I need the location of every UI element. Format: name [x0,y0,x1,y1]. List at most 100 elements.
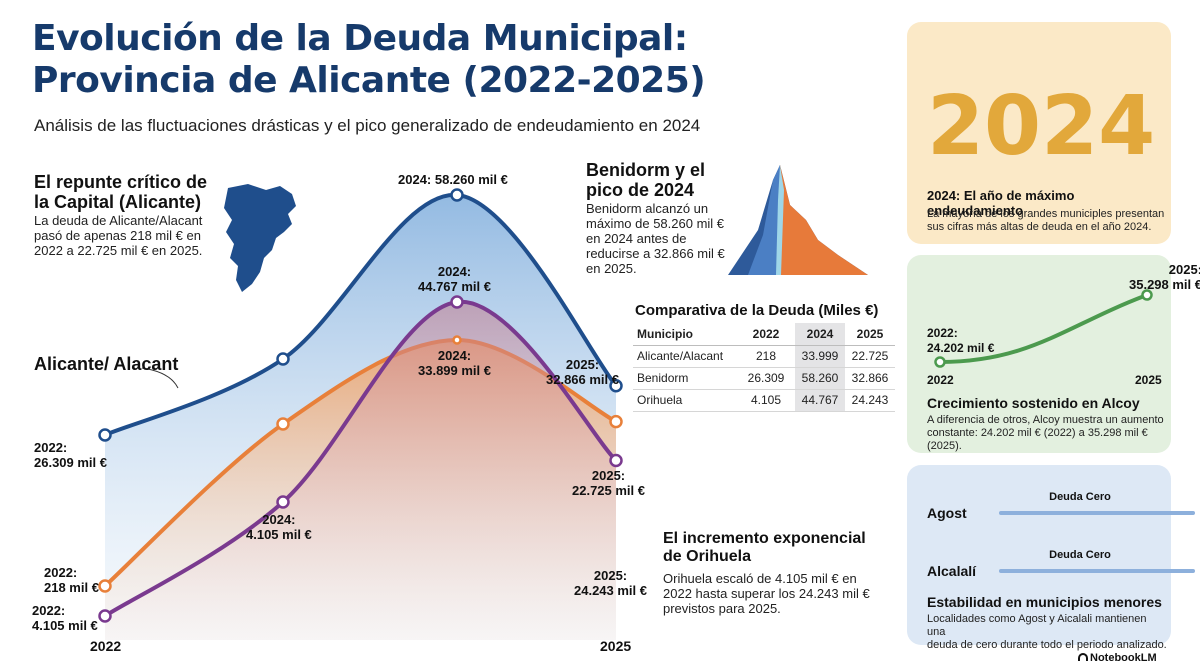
table-header-row: Municipio 2022 2024 2025 [633,323,895,346]
table-header-cell: Municipio [633,323,737,346]
alcoy-label-2025-year: 2025: [1168,262,1200,277]
data-label-b2025: 2025: 22.725 mil € [572,468,645,498]
zero-debt-panel: Agost Deuda Cero Alcalalí Deuda Cero Est… [907,465,1195,651]
table-cell: Alicante/Alacant [633,345,737,368]
data-label-b2024-year: 2024: [437,348,472,363]
alcoy-series-line [939,293,1148,364]
alcoy-label-2022: 2022: 24.202 mil € [927,326,994,356]
capital-body-line-2: pasó de apenas 218 mil € en [34,228,201,243]
data-label-o2023-value: 4.105 mil € [246,527,312,542]
zero-debt-row-agost: Agost Deuda Cero [927,491,1195,527]
table-title: Comparativa de la Deuda (Miles €) [635,302,879,319]
peak-year-number: 2024 [927,79,1156,174]
capital-body-line-1: La deuda de Alicante/Alacant [34,213,203,228]
capital-callout-heading: El repunte crítico de la Capital (Alican… [34,172,207,212]
table-cell: Benidorm [633,367,737,390]
small-muni-heading: Estabilidad en municipios menores [927,594,1162,610]
table-cell: 58.260 [795,367,845,390]
small-muni-body: Localidades como Agost y Aicalali mantie… [927,613,1167,652]
data-point-1-1 [276,417,290,431]
peak-year-panel: 2024 2024: El año de máximo endeudamient… [907,22,1171,244]
alcoy-axis-2025: 2025 [1135,373,1162,387]
alcoy-label-2025: 2025: 35.298 mil € [1129,262,1200,292]
small-body-line-2: deuda de cero durante todo el periodo an… [927,639,1167,651]
data-point-1-3 [609,414,623,429]
benidorm-heading-line-1: Benidorm y el [586,160,706,180]
series-line-0 [104,192,618,437]
notebooklm-brand-text: NotebookLM [1090,652,1157,664]
table-header-cell: 2025 [845,323,895,346]
alcoy-heading: Crecimiento sostenido en Alcoy [927,395,1140,411]
peak-year-heading: 2024: El año de máximo endeudamiento [927,188,1075,218]
data-point-2-0 [98,609,112,623]
alcoy-label-2022-value: 24.202 mil € [927,341,995,355]
table-header-cell: 2022 [737,323,795,346]
data-label-o2023: 2024: 4.105 mil € [246,512,312,542]
data-point-0-0 [98,428,112,442]
data-point-0-2 [450,188,464,202]
orihuela-body-line-2: 2022 hasta superar los 24.243 mil € [663,586,870,601]
x-axis-tick-2025: 2025 [600,638,632,654]
data-label-a2025-value: 32.866 mil € [546,372,619,387]
orihuela-body-line-1: Orihuela escaló de 4.105 mil € en [663,571,857,586]
peak-body-line-2: sus cifras más altas de deuda en el año … [927,221,1152,233]
benidorm-body-line-5: en 2025. [586,261,637,276]
data-label-a2024: 2024: 58.260 mil € [398,172,508,187]
notebooklm-brand: NotebookLM [1078,652,1157,664]
data-label-b2025-year: 2025: [591,468,626,483]
data-label-b2025-value: 22.725 mil € [572,483,645,498]
zero-debt-row-alcalali: Alcalalí Deuda Cero [927,549,1195,585]
data-point-0-3 [609,378,623,393]
table-cell: Orihuela [633,389,737,412]
title-line-1: Evolución de la Deuda Municipal: [32,18,688,59]
data-label-o2024-year: 2024: [437,264,472,279]
table-cell: 33.999 [795,345,845,368]
series-line-2 [103,299,618,618]
data-label-a2025: 2025: 32.866 mil € [546,357,619,387]
table-row: Benidorm 26.309 58.260 32.866 [633,367,895,390]
alicante-leader-line [141,367,179,389]
data-label-o2024: 2024: 44.767 mil € [418,264,491,294]
debt-line-chart [98,188,623,641]
benidorm-callout-body: Benidorm alcanzó un máximo de 58.260 mil… [586,201,725,276]
data-label-o2025-value: 24.243 mil € [574,583,647,598]
orihuela-callout-body: Orihuela escaló de 4.105 mil € en 2022 h… [663,571,870,616]
data-label-b2024-value: 33.899 mil € [418,363,491,378]
capital-callout-body: La deuda de Alicante/Alacant pasó de ape… [34,213,202,258]
data-label-o2025-year: 2025: [593,568,628,583]
data-label-o2024-value: 44.767 mil € [418,279,491,294]
zero-debt-municipality: Alcalalí [927,563,977,579]
benidorm-body-line-2: máximo de 58.260 mil € [586,216,725,231]
table-cell: 4.105 [737,389,795,412]
zero-debt-tag: Deuda Cero [1049,549,1111,561]
series-area-2 [105,301,616,640]
benidorm-body-line-4: reducirse a 32.866 mil € [586,246,725,261]
alcoy-body-line-1: A diferencia de otros, Alcoy muestra un … [927,414,1164,426]
alcoy-panel: 2025: 35.298 mil € 2022: 24.202 mil € 20… [907,255,1200,453]
data-label-b2022-year: 2022: [44,565,78,580]
table-cell: 44.767 [795,389,845,412]
benidorm-body-line-1: Benidorm alcanzó un [586,201,709,216]
data-label-a2022: 2022: 26.309 mil € [34,440,107,470]
table-header-cell: 2024 [795,323,845,346]
benidorm-callout-heading: Benidorm y el pico de 2024 [586,160,705,200]
data-point-1-2 [452,335,462,345]
legend-alicante-text: Alicante/ Alacant [34,354,179,374]
debt-comparison-table: Municipio 2022 2024 2025 Alicante/Alacan… [633,323,895,412]
alcoy-body-line-2: constante: 24.202 mil € (2022) a 35.298 … [927,427,1148,452]
orihuela-heading-line-2: de Orihuela [663,548,752,565]
alcoy-label-2022-year: 2022: [927,326,958,340]
table-cell: 26.309 [737,367,795,390]
alcoy-data-point-1 [1141,289,1153,301]
data-label-b2022-value: 218 mil € [44,580,99,595]
alcoy-body: A diferencia de otros, Alcoy muestra un … [927,414,1167,453]
data-label-o2022: 2022: 4.105 mil € [32,603,98,633]
orihuela-heading-line-1: El incremento exponencial [663,530,866,547]
data-label-b2024: 2024: 33.899 mil € [418,348,491,378]
data-point-2-3 [609,453,623,468]
x-axis-tick-2022: 2022 [90,638,122,654]
data-label-o2023-year: 2024: [262,512,296,527]
table-cell: 218 [737,345,795,368]
zero-debt-bar [999,511,1195,515]
zero-debt-tag: Deuda Cero [1049,491,1111,503]
